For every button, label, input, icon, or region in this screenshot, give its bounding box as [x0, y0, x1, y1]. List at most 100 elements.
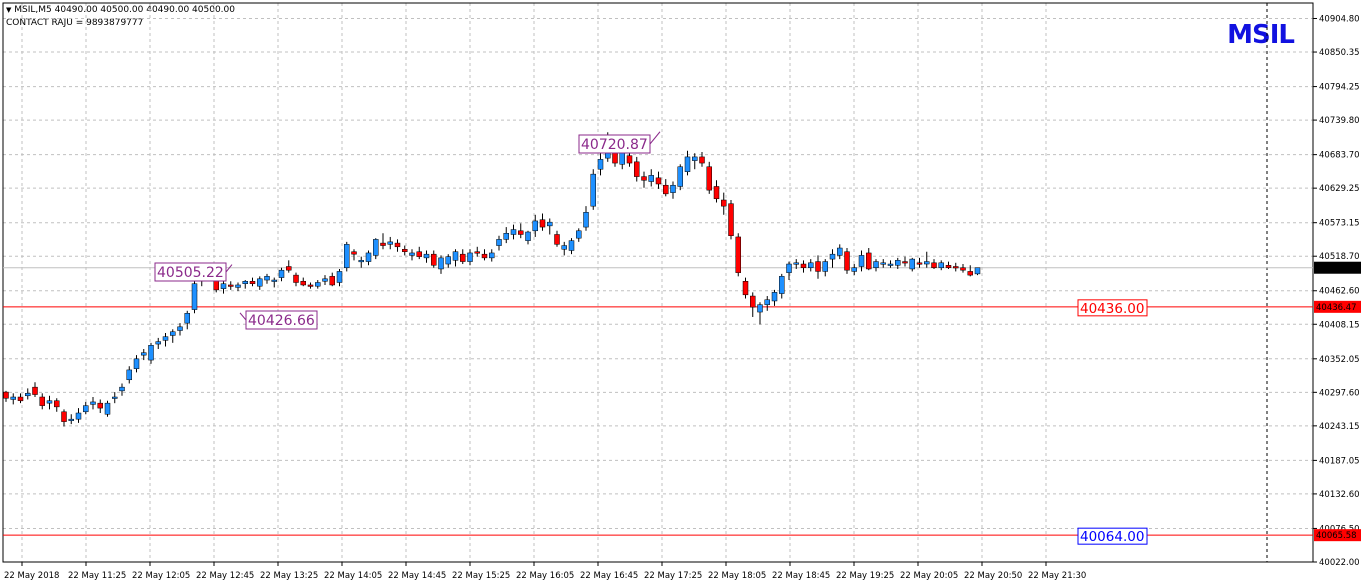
- price-tag-bg: [1314, 529, 1361, 542]
- bear-candle: [967, 271, 973, 276]
- bull-candle: [133, 358, 140, 369]
- bull-candle: [220, 283, 227, 289]
- bull-candle: [322, 278, 328, 282]
- bull-candle: [561, 245, 567, 250]
- bear-candle: [800, 263, 807, 268]
- bear-candle: [916, 262, 923, 265]
- bull-candle: [858, 255, 865, 267]
- bull-candle: [365, 252, 372, 262]
- bear-candle: [554, 234, 560, 245]
- x-tick-label: 22 May 11:25: [68, 571, 126, 581]
- y-tick-label: 40573.15: [1319, 219, 1360, 229]
- bear-candle: [750, 295, 756, 308]
- bear-candle: [960, 267, 966, 271]
- bull-candle: [409, 252, 415, 256]
- bear-candle: [39, 396, 45, 406]
- bull-candle: [75, 412, 82, 420]
- y-tick-label: 40243.15: [1319, 422, 1360, 432]
- bull-candle: [510, 229, 517, 235]
- bear-candle: [286, 266, 292, 271]
- bull-candle: [46, 400, 53, 404]
- bull-candle: [597, 159, 604, 170]
- x-tick-label: 22 May 20:50: [964, 571, 1022, 581]
- y-tick-label: 40297.60: [1319, 388, 1360, 398]
- bear-candle: [866, 252, 872, 270]
- y-tick-label: 40408.15: [1319, 320, 1360, 330]
- bull-candle: [771, 292, 778, 302]
- y-tick-label: 40739.80: [1319, 116, 1360, 126]
- bull-candle: [793, 262, 799, 265]
- bull-candle: [568, 240, 575, 251]
- bear-candle: [307, 284, 314, 287]
- bull-candle: [184, 313, 190, 324]
- bull-candle: [170, 331, 176, 336]
- level-label-box: [1077, 527, 1148, 545]
- contact-text: CONTACT RAJU = 9893879777: [6, 18, 144, 28]
- bear-candle: [902, 261, 908, 264]
- y-tick-label: 40187.05: [1319, 456, 1360, 466]
- bear-candle: [351, 251, 357, 255]
- bull-candle: [112, 396, 118, 399]
- x-tick-label: 22 May 14:05: [324, 571, 382, 581]
- bull-candle: [576, 230, 582, 239]
- x-tick-label: 22 May 12:45: [196, 571, 254, 581]
- x-tick-label: 22 May 21:30: [1028, 571, 1086, 581]
- current-price-tag-text: 40500.00: [1316, 264, 1357, 274]
- bull-candle: [895, 260, 901, 266]
- bull-candle: [496, 239, 502, 246]
- bear-candle: [815, 261, 821, 272]
- bull-candle: [786, 263, 792, 273]
- bull-candle: [235, 284, 241, 288]
- bear-candle: [663, 184, 669, 195]
- bull-candle: [837, 247, 843, 256]
- bear-candle: [228, 284, 234, 287]
- bull-candle: [489, 252, 495, 259]
- y-tick-label: 40904.80: [1319, 15, 1360, 25]
- x-tick-label: 22 May 2018: [4, 571, 59, 581]
- bull-candle: [909, 258, 915, 270]
- x-tick-label: 22 May 18:05: [708, 571, 766, 581]
- bear-candle: [293, 274, 299, 283]
- price-tag-text: 40436.47: [1316, 303, 1357, 313]
- bull-candle: [525, 231, 531, 241]
- bull-candle: [445, 256, 451, 265]
- price-annotation-leader: [225, 264, 233, 273]
- bull-candle: [141, 352, 147, 356]
- y-tick-label: 40022.00: [1319, 558, 1360, 568]
- y-tick-label: 40794.25: [1319, 83, 1360, 93]
- bear-candle: [431, 253, 437, 266]
- bull-candle: [648, 175, 654, 182]
- bear-candle: [97, 402, 103, 409]
- price-annotation-text: 40426.66: [248, 313, 315, 329]
- bull-candle: [177, 326, 183, 331]
- price-tag-bg: [1314, 300, 1361, 313]
- bear-candle: [249, 281, 256, 284]
- bull-candle: [387, 241, 393, 245]
- bear-candle: [641, 176, 647, 181]
- bear-candle: [699, 156, 705, 164]
- plot-frame: [2, 2, 1314, 563]
- collapse-triangle-icon[interactable]: ▼: [6, 6, 12, 14]
- bear-candle: [300, 281, 306, 286]
- x-tick-label: 22 May 16:45: [580, 571, 638, 581]
- x-tick-label: 22 May 19:25: [836, 571, 894, 581]
- bull-candle: [242, 281, 248, 284]
- level-label-text: 40436.00: [1080, 301, 1144, 317]
- bear-candle: [721, 199, 727, 207]
- y-tick-label: 40683.70: [1319, 151, 1360, 161]
- bear-candle: [17, 396, 24, 401]
- x-tick-label: 22 May 14:45: [388, 571, 446, 581]
- y-tick-label: 40352.05: [1319, 355, 1360, 365]
- bull-candle: [315, 282, 321, 287]
- bear-candle: [626, 155, 633, 164]
- bear-candle: [844, 251, 850, 271]
- bear-candle: [3, 391, 9, 399]
- bull-candle: [104, 402, 111, 415]
- bear-candle: [481, 253, 488, 259]
- bull-candle: [373, 239, 379, 256]
- y-tick-label: 40850.35: [1319, 48, 1360, 58]
- bull-candle: [677, 166, 683, 187]
- bull-candle: [692, 156, 698, 161]
- x-tick-label: 22 May 13:25: [260, 571, 318, 581]
